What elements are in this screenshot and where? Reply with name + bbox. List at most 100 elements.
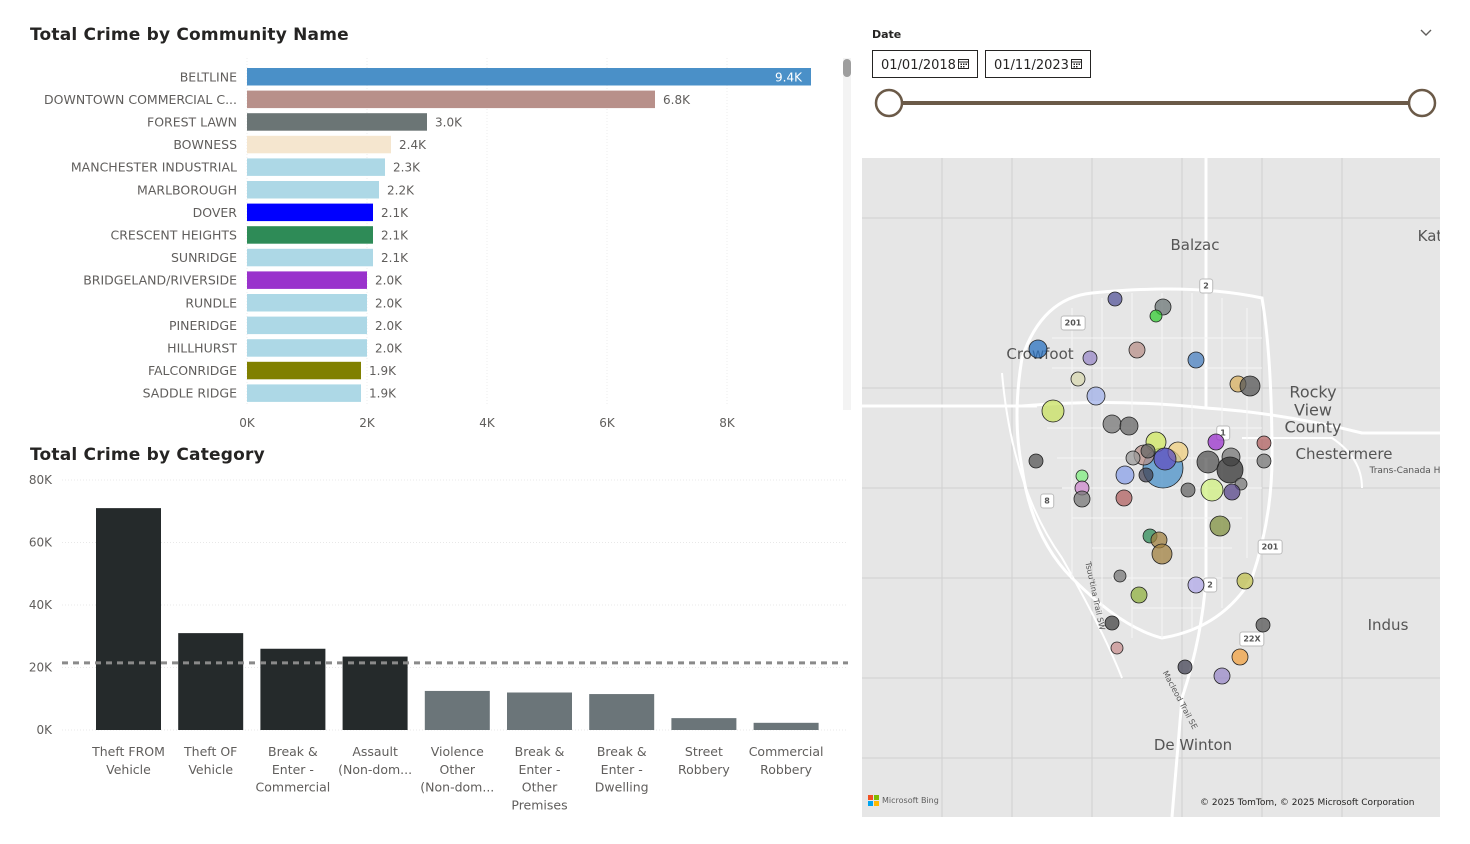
map-bubble[interactable]	[1082, 350, 1098, 366]
bing-text: Microsoft Bing	[882, 796, 939, 805]
category-column-chart: 0K 20K 40K 60K 80K Theft FROM Vehicle Theft OF…	[29, 473, 848, 812]
category-y-tick-label: 40K	[29, 598, 53, 612]
map-bubble[interactable]	[1209, 515, 1231, 537]
calendar-icon[interactable]	[1071, 58, 1082, 69]
map-bubble[interactable]	[1130, 586, 1148, 604]
map-bubble[interactable]	[1102, 414, 1122, 434]
map-bubble[interactable]	[1177, 659, 1193, 675]
community-bar[interactable]	[247, 339, 367, 357]
map-bubble[interactable]	[1236, 572, 1254, 590]
map-bubble[interactable]	[1075, 469, 1089, 483]
chevron-down-icon[interactable]	[1418, 24, 1434, 40]
map-bubble[interactable]	[1207, 433, 1225, 451]
start-date-value: 01/01/2018	[881, 58, 956, 73]
slider-end-handle[interactable]	[1407, 88, 1437, 118]
map-bubble[interactable]	[1070, 371, 1086, 387]
community-category-label: BRIDGELAND/RIVERSIDE	[83, 273, 237, 288]
community-bar[interactable]	[247, 316, 367, 335]
category-bar[interactable]	[671, 718, 737, 730]
map-bubble[interactable]	[1151, 543, 1173, 565]
map-bubble[interactable]	[1231, 648, 1249, 666]
community-bar[interactable]	[247, 248, 373, 267]
map-bubble[interactable]	[1256, 435, 1272, 451]
map-bubble[interactable]	[1200, 478, 1224, 502]
community-bar[interactable]	[247, 294, 367, 312]
map-bubble[interactable]	[1256, 453, 1272, 469]
category-x-label: Enter -	[601, 762, 643, 777]
community-bar[interactable]	[247, 203, 373, 222]
map-bubble[interactable]	[1239, 375, 1261, 397]
map-bubble[interactable]	[1115, 489, 1133, 507]
map-bubble[interactable]	[1187, 351, 1205, 369]
map-bubble[interactable]	[1028, 339, 1048, 359]
map-bubble[interactable]	[1028, 453, 1044, 469]
map-bubble[interactable]	[1073, 490, 1091, 508]
community-bar[interactable]	[247, 181, 379, 199]
category-x-label: Vehicle	[188, 762, 233, 777]
slider-start-handle[interactable]	[874, 88, 904, 118]
community-value-label: 2.2K	[387, 183, 415, 197]
calendar-icon[interactable]	[958, 58, 969, 69]
map-place-label: Indus	[1367, 616, 1409, 634]
map-bubble[interactable]	[1104, 615, 1120, 631]
community-bar[interactable]	[247, 90, 655, 109]
category-bar[interactable]	[178, 633, 244, 730]
map-bubble[interactable]	[1125, 450, 1141, 466]
date-range-slider[interactable]	[862, 83, 1442, 123]
map-bubble[interactable]	[1149, 309, 1163, 323]
map-bubble[interactable]	[1196, 450, 1220, 474]
community-value-label: 1.9K	[369, 387, 397, 401]
highway-shield: 8	[1040, 493, 1054, 509]
map-bubble[interactable]	[1107, 291, 1123, 307]
map-bubble[interactable]	[1128, 341, 1146, 359]
map-bubble[interactable]	[1086, 386, 1106, 406]
start-date-input[interactable]: 01/01/2018	[872, 50, 978, 78]
community-value-label: 2.4K	[399, 138, 427, 152]
category-bar[interactable]	[753, 722, 819, 730]
community-bar[interactable]	[247, 361, 361, 380]
map-bubble[interactable]	[1153, 447, 1177, 471]
map-bubble[interactable]	[1113, 569, 1127, 583]
community-value-label: 2.1K	[381, 251, 409, 265]
category-x-label: Premises	[511, 797, 567, 812]
community-bar[interactable]	[247, 226, 373, 244]
map-bubble[interactable]	[1110, 641, 1124, 655]
category-bar[interactable]	[424, 690, 490, 730]
map-bubble[interactable]	[1041, 399, 1065, 423]
community-category-label: RUNDLE	[185, 295, 237, 310]
community-bar[interactable]	[247, 135, 391, 154]
date-slicer-label: Date	[872, 28, 902, 41]
community-scrollbar-track[interactable]	[843, 58, 851, 410]
end-date-input[interactable]: 01/11/2023	[985, 50, 1091, 78]
map-bubble[interactable]	[1115, 465, 1135, 485]
highway-shield: 201	[1060, 315, 1086, 331]
community-bar[interactable]	[247, 113, 427, 131]
bing-logo: Microsoft Bing	[868, 795, 939, 806]
map-bubble[interactable]	[1140, 443, 1156, 459]
crime-map[interactable]: BalzacKatCrowfootRockyViewCountyChesterm…	[862, 158, 1440, 817]
map-bubble[interactable]	[1119, 416, 1139, 436]
map-bubble[interactable]	[1223, 483, 1241, 501]
community-bar[interactable]	[247, 384, 361, 402]
map-bubble[interactable]	[1216, 456, 1244, 484]
map-bubble[interactable]	[1213, 667, 1231, 685]
map-bubble[interactable]	[1187, 576, 1205, 594]
category-bar[interactable]	[342, 656, 408, 730]
map-bubble[interactable]	[1138, 467, 1154, 483]
category-y-tick-label: 80K	[29, 473, 53, 487]
community-bar[interactable]	[247, 158, 385, 176]
community-value-label: 1.9K	[369, 364, 397, 378]
map-place-label: Rocky	[1289, 382, 1337, 402]
category-bar[interactable]	[96, 508, 161, 730]
map-place-label: De Winton	[1153, 736, 1233, 754]
map-bubble[interactable]	[1255, 617, 1271, 633]
community-scrollbar-thumb[interactable]	[843, 59, 851, 77]
community-bar[interactable]	[247, 68, 811, 86]
category-bar[interactable]	[589, 694, 655, 730]
community-category-label: BOWNESS	[173, 137, 237, 152]
community-bar[interactable]	[247, 271, 367, 289]
category-bar[interactable]	[260, 648, 326, 730]
category-bar[interactable]	[507, 692, 572, 731]
category-x-label: Other	[522, 780, 558, 795]
map-bubble[interactable]	[1180, 482, 1196, 498]
